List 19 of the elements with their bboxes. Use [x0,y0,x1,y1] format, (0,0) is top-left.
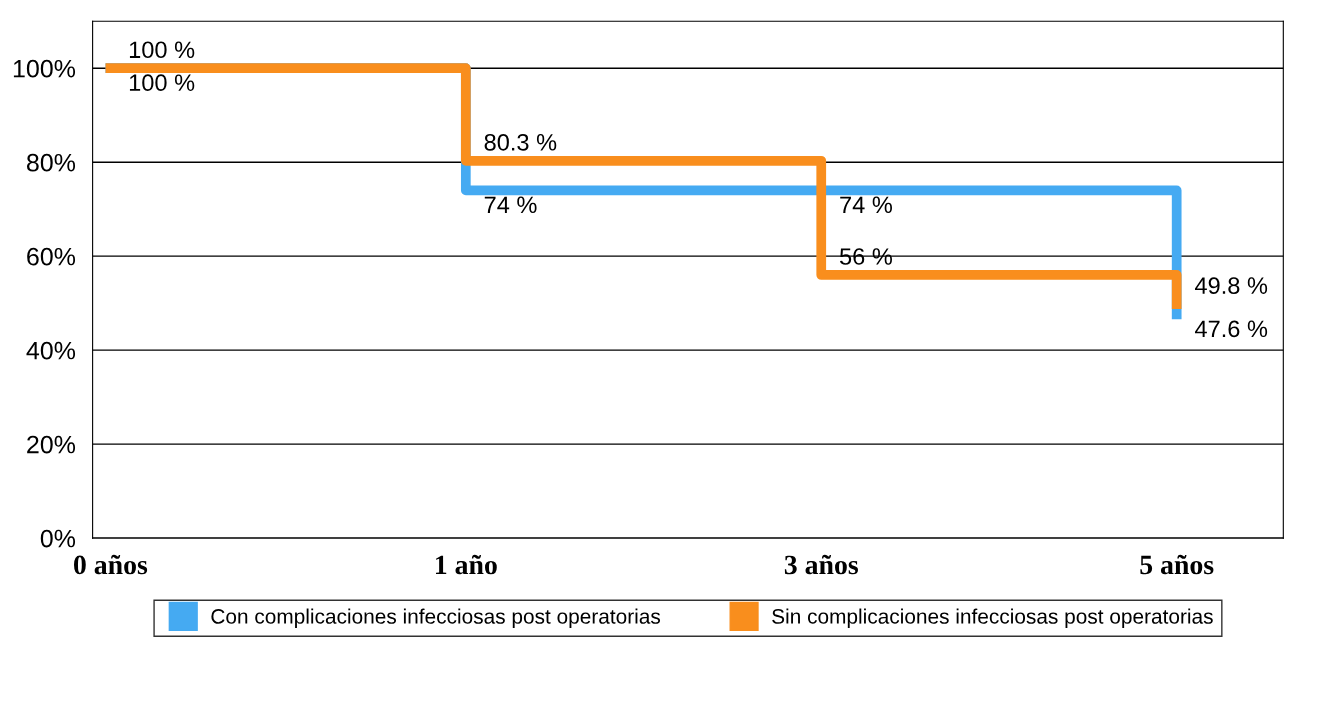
data-label: 80.3 % [484,133,557,151]
data-label: 74 % [484,196,537,214]
y-tick-label: 60% [27,247,76,266]
y-tick-label: 80% [26,153,76,172]
x-tick-label: 0 años [74,554,148,575]
data-label: 100 % [129,74,195,92]
data-label: 49.8 % [1194,277,1268,294]
y-tick-label: 20% [27,435,76,454]
y-tick-label: 40% [26,341,76,360]
data-label: 100 % [129,41,195,59]
y-tick-label: 100% [13,59,76,78]
x-tick-label: 1 año [436,554,497,575]
legend-label: Con complicaciones infecciosas post operatorias [211,608,661,628]
data-label: 74 % [840,196,892,214]
x-tick-label: 3 años [784,554,858,575]
legend-label: Sin complicaciones infecciosas post operatorias [772,608,1213,628]
x-tick-label: 5 años [1140,554,1214,575]
y-tick-label: 0% [40,529,76,548]
data-label: 47.6 % [1194,320,1268,338]
